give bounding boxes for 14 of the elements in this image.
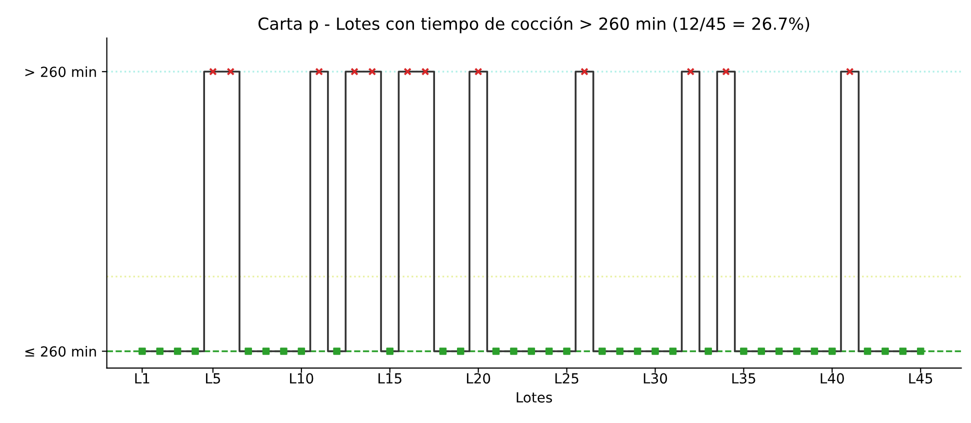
text: > 260 min	[25, 66, 96, 78]
chart-title: Carta p - Lotes con tiempo de cocción > 260 min (12/45 = 26.7%)	[258, 16, 810, 34]
x-tick-label: L15	[378, 373, 402, 384]
x-tick-label: L20	[466, 373, 490, 384]
x-tick-label: L5	[206, 373, 220, 384]
x-tick-label: L25	[555, 373, 578, 384]
x-tick-label: L35	[732, 373, 756, 384]
x-tick-label: L45	[909, 373, 932, 384]
text: ≤ 260 min	[25, 346, 96, 357]
x-tick-label: L10	[290, 373, 314, 384]
x-tick-label: L1	[135, 373, 150, 384]
x-tick-label: L30	[644, 373, 668, 384]
x-axis-title: Lotes	[516, 392, 552, 403]
x-tick-label: L40	[820, 373, 844, 384]
